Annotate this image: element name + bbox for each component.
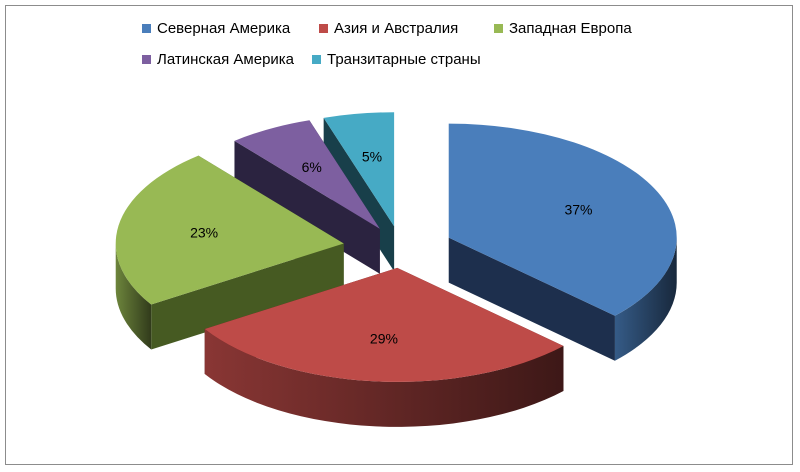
legend-item: Северная Америка: [142, 20, 290, 37]
legend-label: Западная Европа: [509, 20, 632, 37]
data-label: 29%: [370, 330, 398, 346]
legend-item: Западная Европа: [494, 20, 632, 37]
legend-label: Азия и Австралия: [334, 20, 459, 37]
legend-item: Латинская Америка: [142, 51, 294, 68]
chart-frame: Северная Америка Азия и Австралия Западная…: [5, 5, 793, 465]
legend-label: Латинская Америка: [157, 51, 295, 68]
pie-slice-side: [151, 243, 344, 350]
data-label: 5%: [362, 148, 382, 164]
data-label: 37%: [564, 202, 592, 218]
pie-chart: 37% 29% 23% 6% 5%: [115, 112, 677, 427]
pie-slice-wall: [115, 243, 152, 350]
pie-slice-side: [234, 140, 380, 274]
legend-swatch: [142, 55, 151, 64]
data-label: 23%: [190, 224, 218, 240]
pie-slice: [115, 155, 344, 305]
chart-legend: Северная Америка Азия и Австралия Западная…: [6, 6, 792, 86]
pie-slice-wall: [204, 328, 564, 427]
legend-swatch: [319, 24, 328, 33]
pie-slice: [448, 123, 677, 316]
pie-slice-wall: [614, 237, 677, 361]
legend-item: Азия и Австралия: [319, 20, 458, 37]
legend-label: Транзитарные страны: [327, 51, 481, 68]
legend-item: Транзитарные страны: [312, 51, 481, 68]
legend-swatch: [494, 24, 503, 33]
legend-swatch: [312, 55, 321, 64]
pie-slice: [234, 120, 380, 229]
pie-slice: [204, 267, 564, 382]
legend-swatch: [142, 24, 151, 33]
data-label: 6%: [302, 159, 322, 175]
legend-label: Северная Америка: [157, 20, 291, 37]
pie-slice-side: [448, 237, 615, 361]
pie-slice: [323, 112, 395, 227]
